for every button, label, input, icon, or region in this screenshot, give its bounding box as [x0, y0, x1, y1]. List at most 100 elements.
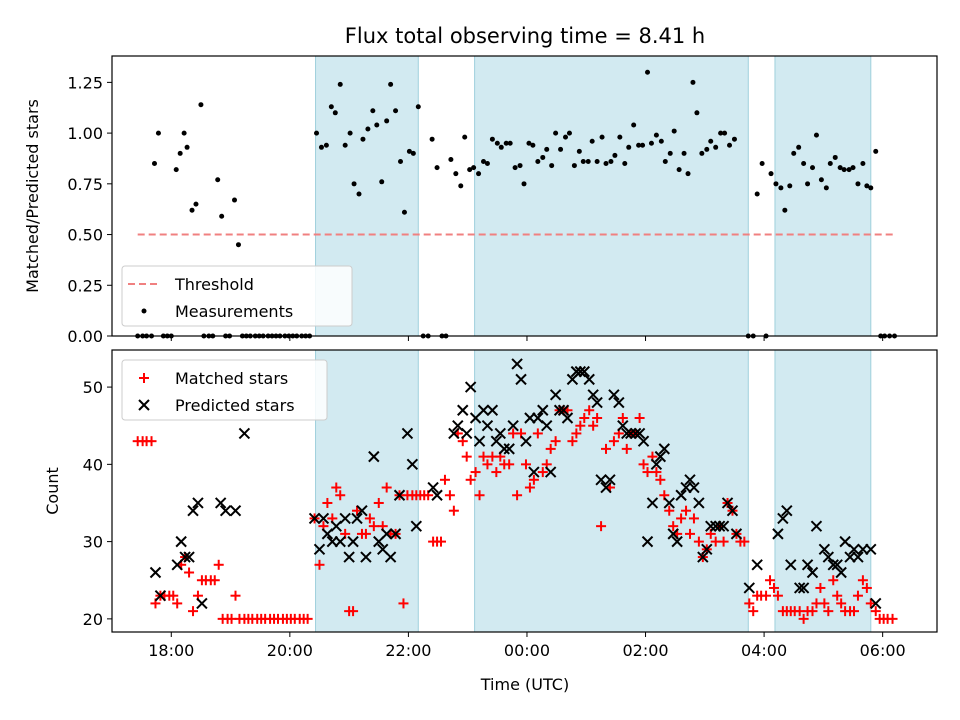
predicted-point	[705, 520, 717, 532]
matched-point	[322, 497, 333, 508]
matched-point	[681, 505, 692, 516]
predicted-point	[457, 404, 469, 416]
measurement-point	[489, 136, 495, 142]
measurement-point	[681, 150, 687, 156]
legend-entry-label: Threshold	[174, 275, 254, 294]
matched-point	[512, 490, 523, 501]
predicted-point	[214, 497, 227, 509]
measurement-point	[585, 159, 591, 165]
predicted-point	[697, 551, 709, 563]
predicted-point	[717, 520, 730, 532]
measurement-point	[841, 167, 847, 173]
predicted-point	[608, 389, 620, 401]
matched-point	[765, 575, 776, 586]
measurement-point	[868, 185, 874, 191]
matched-point	[209, 575, 220, 586]
matched-point	[575, 420, 586, 431]
predicted-point	[721, 497, 734, 509]
predicted-point	[583, 373, 595, 386]
measurement-point	[410, 150, 416, 156]
measurement-point	[631, 122, 637, 128]
matched-point	[638, 459, 649, 470]
predicted-point	[650, 458, 663, 471]
measurement-point	[503, 140, 509, 146]
predicted-point	[486, 404, 499, 416]
predicted-point	[393, 489, 406, 501]
predicted-point	[701, 543, 713, 556]
measurement-point	[370, 108, 376, 114]
measurement-point	[571, 163, 577, 169]
matched-point	[474, 490, 485, 501]
measurement-point	[778, 185, 784, 191]
measurement-point	[566, 130, 572, 136]
measurement-point	[521, 181, 527, 187]
predicted-point	[503, 443, 515, 455]
matched-point	[470, 467, 481, 478]
matched-point	[528, 474, 539, 485]
matched-point	[828, 575, 839, 586]
count-panel-frame	[111, 349, 938, 633]
measurement-point	[805, 181, 811, 187]
matched-point	[815, 582, 826, 593]
predicted-point	[726, 504, 739, 517]
measurement-point	[484, 161, 490, 167]
matched-point	[634, 412, 645, 423]
measurement-point	[754, 191, 760, 197]
y-tick-label: 1.00	[67, 124, 103, 143]
measurement-point	[801, 161, 807, 167]
legend-box	[121, 359, 328, 421]
x-tick-label: 06:00	[860, 641, 906, 660]
legend-box	[121, 265, 353, 327]
matched-point	[684, 528, 695, 539]
predicted-point	[339, 512, 351, 525]
matched-point	[335, 490, 346, 501]
matched-point	[772, 590, 783, 601]
matched-point	[168, 590, 179, 601]
matched-point	[348, 606, 359, 617]
measurement-point	[864, 183, 870, 189]
measurement-point	[768, 171, 774, 177]
measurement-point	[791, 150, 797, 156]
series-predicted-stars	[149, 358, 882, 610]
y-tick-label: 50	[83, 378, 103, 397]
matched-point	[482, 459, 493, 470]
measurement-point	[622, 161, 628, 167]
measurement-point	[398, 159, 404, 165]
count-y-axis-label: Count	[43, 467, 62, 515]
predicted-point	[380, 528, 393, 540]
measurement-point	[232, 197, 238, 203]
measurement-point	[708, 138, 714, 144]
predicted-point	[515, 373, 527, 386]
measurement-point	[626, 144, 632, 150]
matched-point	[230, 590, 241, 601]
measurement-point	[540, 154, 546, 160]
observing-interval-3	[774, 349, 872, 633]
predicted-point	[481, 420, 494, 432]
ratio-panel-frame	[111, 55, 938, 337]
measurement-point	[184, 144, 190, 150]
measurement-point	[658, 138, 664, 144]
legend-swatch	[139, 373, 149, 383]
count-legend: Matched stars Predicted stars	[121, 359, 328, 421]
matched-point	[664, 505, 675, 516]
y-tick-label: 30	[83, 533, 103, 552]
matched-point	[857, 575, 868, 586]
predicted-point	[688, 481, 700, 494]
measurement-point	[544, 146, 550, 152]
predicted-point	[175, 535, 187, 548]
y-tick-label: 0.00	[67, 327, 103, 346]
predicted-point	[544, 466, 557, 478]
measurement-point	[219, 213, 225, 219]
predicted-point	[684, 474, 696, 486]
predicted-point	[604, 474, 616, 486]
predicted-point	[406, 458, 419, 471]
matched-point	[364, 513, 375, 524]
measurement-point	[810, 165, 816, 171]
predicted-point	[751, 559, 763, 571]
predicted-point	[785, 559, 797, 571]
predicted-point	[238, 427, 251, 440]
predicted-point	[427, 481, 439, 494]
matched-point	[819, 598, 830, 609]
matched-point	[567, 436, 578, 447]
